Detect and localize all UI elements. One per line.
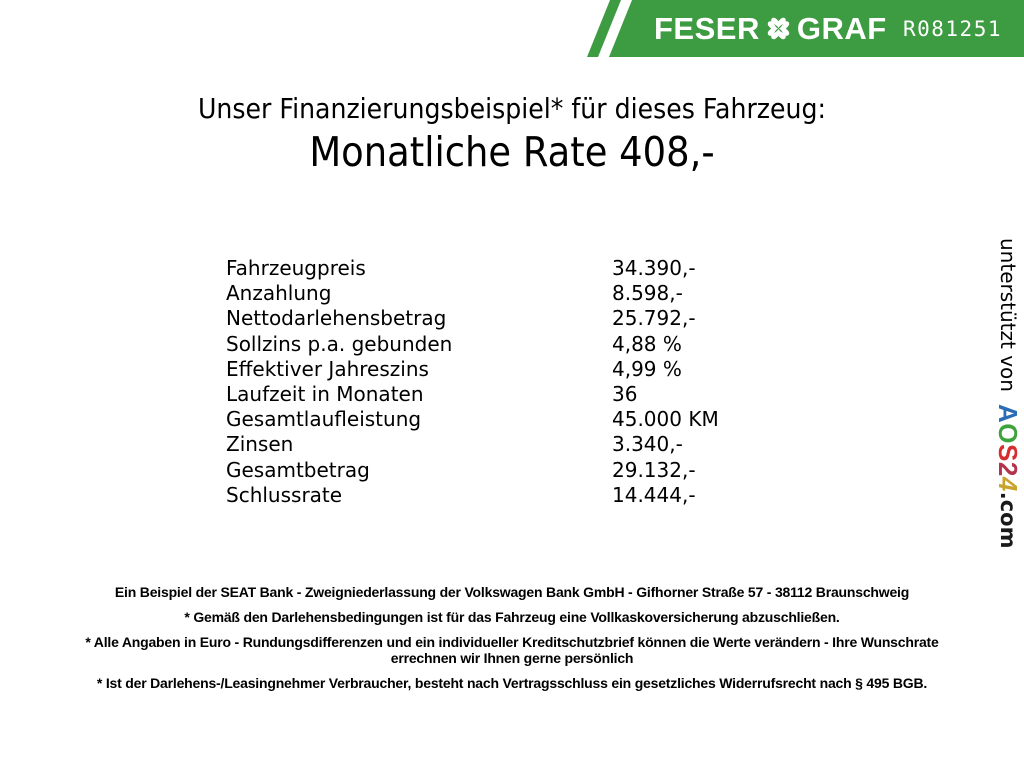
supported-by-vertical: unterstützt von AOS24.com: [993, 238, 1023, 549]
row-label: Gesamtlaufleistung: [226, 407, 422, 432]
table-row: Fahrzeugpreis 34.390,-: [226, 256, 719, 281]
aos24-logo-letter: 4: [993, 476, 1023, 492]
table-row: Gesamtbetrag 29.132,-: [226, 458, 719, 483]
row-label: Anzahlung: [226, 281, 332, 306]
legal-text-line: * Alle Angaben in Euro - Rundungsdiffere…: [85, 634, 939, 666]
row-value: 34.390,-: [612, 256, 696, 280]
legal-text-line: * Gemäß den Darlehensbedingungen ist für…: [184, 609, 840, 625]
row-label: Nettodarlehensbetrag: [226, 306, 447, 331]
row-label: Sollzins p.a. gebunden: [226, 331, 453, 356]
row-label: Zinsen: [226, 432, 294, 457]
four-leaf-clover-icon: [767, 17, 790, 40]
row-label: Gesamtbetrag: [226, 457, 370, 482]
row-value: 8.598,-: [612, 281, 683, 306]
legal-footer: Ein Beispiel der SEAT Bank - Zweignieder…: [52, 584, 972, 700]
table-row: Anzahlung 8.598,-: [226, 281, 719, 306]
row-value: 29.132,-: [612, 457, 696, 482]
row-value: 45.000 KM: [612, 407, 719, 432]
aos24-domain-suffix: .com: [996, 491, 1020, 549]
table-row: Schlussrate 14.444,-: [226, 483, 719, 508]
supported-by-label: unterstützt von: [996, 238, 1020, 392]
banner-main: FESER GRAF R081251: [609, 0, 1024, 57]
table-row: Gesamtlaufleistung 45.000 KM: [226, 407, 719, 432]
row-value: 36: [612, 382, 638, 407]
table-row: Zinsen 3.340,-: [226, 432, 719, 457]
row-label: Fahrzeugpreis: [226, 256, 366, 280]
aos24-logo-letter: A: [993, 403, 1023, 424]
row-label: Laufzeit in Monaten: [226, 382, 424, 407]
row-value: 14.444,-: [612, 482, 696, 507]
row-value: 4,88 %: [612, 331, 682, 356]
row-value: 25.792,-: [612, 306, 696, 331]
aos24-logo: AOS24: [993, 404, 1023, 492]
row-value: 4,99 %: [612, 356, 682, 381]
monthly-rate-headline: Monatliche Rate 408,-: [309, 128, 715, 176]
legal-text-line: * Ist der Darlehens-/Leasingnehmer Verbr…: [96, 675, 928, 691]
header-banner: FESER GRAF R081251: [580, 0, 1024, 57]
aos24-logo-letter: 2: [993, 461, 1023, 477]
finance-table: Fahrzeugpreis 34.390,- Anzahlung 8.598,- Net…: [226, 256, 719, 508]
brand-word-graf: GRAF: [796, 11, 887, 46]
legal-text-line: Ein Beispiel der SEAT Bank - Zweignieder…: [114, 584, 910, 600]
aos24-logo-letter: O: [993, 423, 1023, 444]
page-title: Unser Finanzierungsbeispiel* für dieses …: [197, 92, 827, 125]
table-row: Nettodarlehensbetrag 25.792,-: [226, 306, 719, 331]
aos24-logo-letter: S: [993, 443, 1023, 462]
table-row: Effektiver Jahreszins 4,99 %: [226, 357, 719, 382]
brand-word-feser: FESER: [654, 11, 760, 46]
title-block: Unser Finanzierungsbeispiel* für dieses …: [0, 92, 1024, 176]
table-row: Laufzeit in Monaten 36: [226, 382, 719, 407]
row-label: Schlussrate: [226, 482, 343, 507]
table-row: Sollzins p.a. gebunden 4,88 %: [226, 332, 719, 357]
reference-code: R081251: [902, 16, 1002, 41]
row-label: Effektiver Jahreszins: [226, 356, 429, 381]
row-value: 3.340,-: [612, 432, 683, 457]
